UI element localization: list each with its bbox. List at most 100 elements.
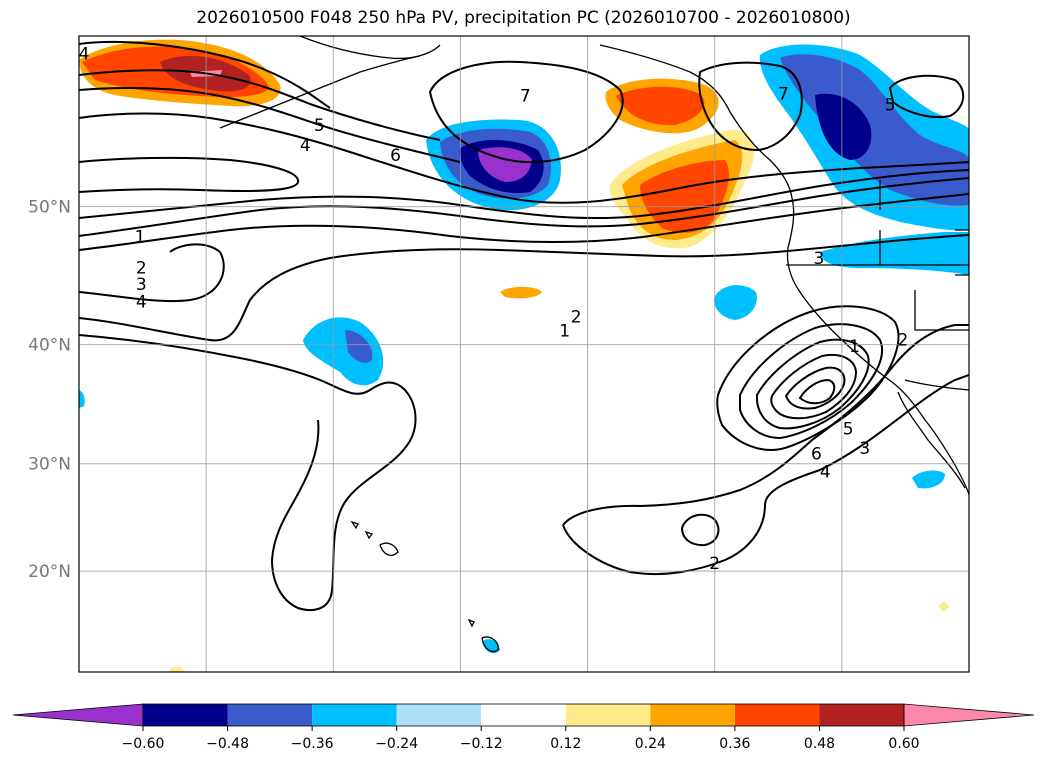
shade-positive-small-2 — [938, 601, 949, 612]
colorbar-tick-label: −0.12 — [460, 736, 503, 752]
colorbar-tick-label: −0.60 — [122, 736, 165, 752]
colorbar-segment — [227, 704, 313, 726]
colorbar-frame — [142, 703, 905, 727]
contour-low-ring-6 — [798, 378, 836, 405]
contour-label: 2 — [136, 259, 147, 279]
contour-label: 1 — [849, 337, 860, 357]
plot-frame — [78, 35, 970, 673]
colorbar-tick-label: −0.36 — [291, 736, 334, 752]
shade-negative-small-3 — [482, 639, 500, 654]
colorbar-ticks: −0.60 −0.48 −0.36 −0.24 −0.12 0.12 0.24 0.36 0.4… — [122, 726, 920, 752]
shade-negative-small-4 — [79, 390, 85, 408]
contour-low-ring-5 — [784, 366, 846, 410]
contour-low-ring-4 — [770, 354, 858, 420]
latitude-labels: 20°N 30°N 40°N 50°N — [28, 198, 71, 583]
contour-label: 6 — [811, 445, 822, 465]
contour-label: 1 — [559, 322, 570, 342]
gridlines — [79, 36, 969, 672]
contour-label: 4 — [300, 136, 311, 156]
chart-title: 2026010500 F048 250 hPa PV, precipitatio… — [196, 8, 851, 28]
colorbar-tick-label: −0.48 — [206, 736, 249, 752]
contour-low-ring-1 — [716, 305, 900, 451]
contour-label: 1 — [135, 227, 146, 247]
contour-cutoff-1 — [562, 324, 969, 526]
contour-label: 6 — [390, 146, 401, 166]
contour-label: 3 — [136, 275, 147, 295]
shade-negative-small-1 — [714, 285, 757, 320]
colorbar-segment — [565, 704, 651, 726]
island-hawaii-1 — [379, 542, 399, 556]
colorbar-segment — [734, 704, 820, 726]
island-hawaii-2 — [350, 520, 359, 530]
contour-label: 2 — [897, 331, 908, 351]
contour-7-canada — [698, 61, 803, 152]
contour-label: 5 — [843, 419, 854, 439]
contour-label: 4 — [79, 44, 90, 64]
shade-positive-small-1 — [500, 286, 542, 299]
contour-1-south — [79, 334, 417, 611]
colorbar-segment — [481, 704, 566, 726]
lat-tick-label: 40°N — [28, 336, 71, 356]
coastline-north-america — [599, 44, 969, 496]
contour-3 — [79, 177, 969, 237]
island-small-2 — [467, 618, 475, 628]
contour-label: 2 — [571, 307, 582, 327]
contour-4-mid — [79, 193, 969, 251]
shade-negative-hawaii-n — [303, 317, 384, 386]
shade-negative-ne-inner — [780, 54, 969, 206]
pv-contours — [79, 40, 969, 611]
contour-1-west — [79, 156, 299, 193]
colorbar-tick-label: 0.60 — [888, 736, 919, 752]
border-state-4 — [955, 229, 969, 276]
border-us-mexico — [904, 379, 969, 391]
coastline-alaska — [299, 36, 441, 60]
contour-label: 4 — [136, 293, 147, 313]
colorbar-extend-max — [903, 703, 1035, 727]
colorbar-tick-label: 0.36 — [719, 736, 750, 752]
contour-label: 5 — [314, 116, 325, 136]
contour-6 — [79, 112, 969, 204]
coastline-baja — [897, 391, 966, 489]
colorbar-tick-label: −0.24 — [375, 736, 418, 752]
contour-low-ring-2 — [739, 323, 883, 440]
contour-cutoff-2 — [562, 374, 969, 576]
contour-label: 7 — [520, 86, 531, 106]
colorbar-extend-min — [12, 703, 144, 727]
colorbar-segment — [396, 704, 482, 726]
contour-2 — [79, 169, 969, 220]
coastline-aleutians — [219, 55, 421, 129]
contour-label: 7 — [778, 85, 789, 105]
shade-negative-ne-core — [815, 93, 872, 160]
island-small-1 — [481, 636, 499, 653]
border-state-3 — [914, 290, 969, 331]
shade-negative-hawaii-n-inner — [345, 330, 373, 363]
shade-positive-small-3 — [168, 666, 185, 672]
contour-4-north — [79, 87, 461, 163]
contour-5-ne — [888, 74, 965, 118]
shade-negative-small-2 — [912, 470, 945, 489]
colorbar-tick-label: 0.12 — [550, 736, 581, 752]
colorbar-tick-label: 0.48 — [804, 736, 835, 752]
contour-1-long — [79, 234, 969, 342]
contour-low-ring-3 — [755, 338, 870, 430]
contour-label: 5 — [885, 95, 896, 115]
contour-7-goa — [428, 60, 624, 164]
contour-label: 2 — [709, 554, 720, 574]
colorbar-segment — [650, 704, 735, 726]
lat-tick-label: 50°N — [28, 198, 71, 218]
shade-positive-bc-inner — [616, 86, 705, 126]
colorbar-segment — [312, 704, 397, 726]
colorbar-tick-label: 0.24 — [635, 736, 666, 752]
contour-label: 4 — [820, 463, 831, 483]
contour-label: 3 — [859, 439, 870, 459]
colorbar-body — [12, 703, 1035, 727]
colorbar-segment — [819, 704, 904, 726]
coastlines — [219, 36, 969, 653]
colorbar-segment — [143, 704, 228, 726]
contour-small-2 — [680, 513, 720, 547]
lat-tick-label: 20°N — [28, 562, 71, 582]
lat-tick-label: 30°N — [28, 455, 71, 475]
island-hawaii-3 — [364, 530, 374, 540]
